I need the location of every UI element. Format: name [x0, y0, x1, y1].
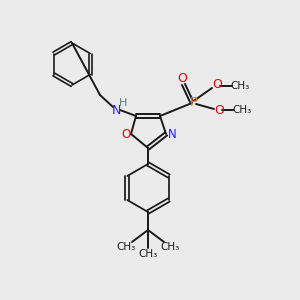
Text: P: P — [190, 97, 198, 110]
Text: O: O — [212, 79, 222, 92]
Text: O: O — [214, 103, 224, 116]
Text: CH₃: CH₃ — [160, 242, 180, 252]
Text: O: O — [177, 71, 187, 85]
Text: CH₃: CH₃ — [116, 242, 136, 252]
Text: N: N — [111, 103, 121, 116]
Text: N: N — [168, 128, 176, 140]
Text: H: H — [119, 98, 127, 108]
Text: CH₃: CH₃ — [230, 81, 250, 91]
Text: O: O — [122, 128, 130, 140]
Text: CH₃: CH₃ — [138, 249, 158, 259]
Text: CH₃: CH₃ — [232, 105, 252, 115]
